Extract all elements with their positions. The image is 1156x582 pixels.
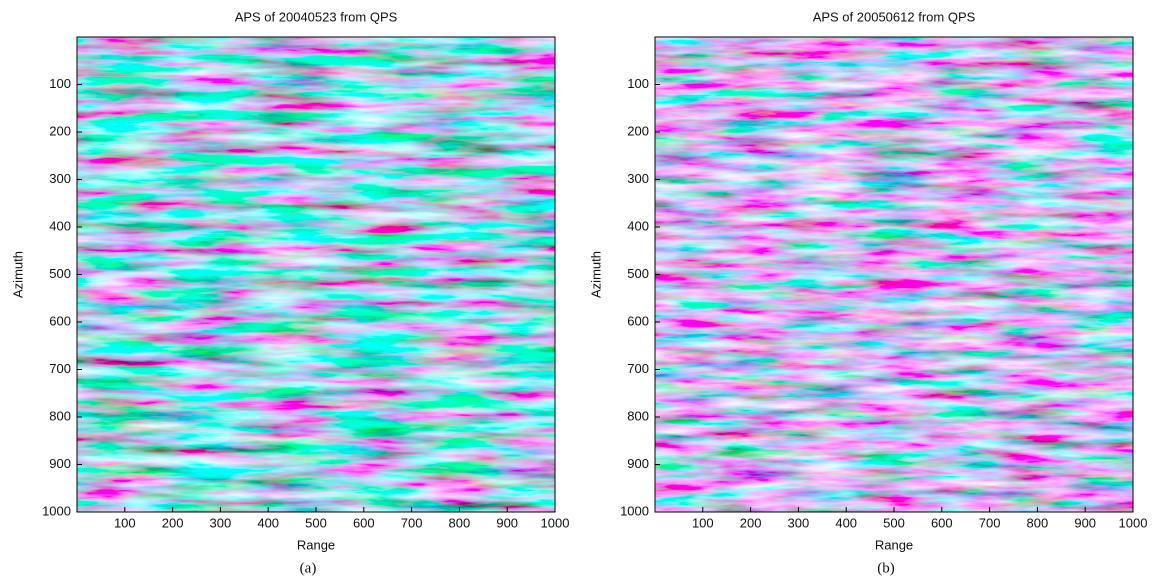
y-axis-label: Azimuth [588,251,603,298]
x-tick-label: 400 [835,515,857,530]
x-tick-label: 300 [210,515,232,530]
x-tick-label: 800 [1027,515,1049,530]
x-tick-label: 600 [931,515,953,530]
x-tick-label: 1000 [541,515,570,530]
x-axis-label: Range [297,537,335,552]
x-axis-label: Range [875,537,913,552]
y-tick-label: 300 [49,171,71,186]
y-tick-label: 300 [627,171,649,186]
y-tick-label: 500 [627,266,649,281]
sar-image [655,37,1133,512]
y-tick-label: 800 [627,408,649,423]
x-tick-label: 100 [692,515,714,530]
x-tick-label: 400 [257,515,279,530]
y-tick-label: 100 [49,76,71,91]
y-tick-label: 1000 [42,503,71,518]
x-tick-label: 500 [883,515,905,530]
y-tick-label: 500 [49,266,71,281]
caption: (a) [300,560,317,576]
y-tick-label: 900 [627,456,649,471]
x-tick-label: 900 [1074,515,1096,530]
y-tick-label: 700 [627,361,649,376]
x-tick-label: 700 [401,515,423,530]
x-tick-label: 700 [979,515,1001,530]
chart-title: APS of 20050612 from QPS [813,9,976,24]
x-tick-label: 300 [788,515,810,530]
x-tick-label: 900 [496,515,518,530]
x-tick-label: 500 [305,515,327,530]
y-tick-label: 1000 [620,503,649,518]
y-axis-label: Azimuth [10,251,25,298]
x-tick-label: 200 [740,515,762,530]
y-tick-label: 800 [49,408,71,423]
y-tick-label: 900 [49,456,71,471]
y-tick-label: 200 [627,123,649,138]
sar-image [77,37,555,512]
y-tick-label: 200 [49,123,71,138]
y-tick-label: 400 [49,218,71,233]
y-tick-label: 400 [627,218,649,233]
y-tick-label: 600 [49,313,71,328]
caption: (b) [877,560,895,576]
y-tick-label: 600 [627,313,649,328]
x-tick-label: 100 [114,515,136,530]
x-tick-label: 200 [162,515,184,530]
figure: APS of 20040523 from QPS 100 200 300 400 500 6… [0,0,1156,582]
x-tick-label: 600 [353,515,375,530]
y-tick-label: 100 [627,76,649,91]
y-tick-label: 700 [49,361,71,376]
x-tick-label: 800 [449,515,471,530]
x-tick-label: 1000 [1119,515,1148,530]
chart-title: APS of 20040523 from QPS [235,9,398,24]
